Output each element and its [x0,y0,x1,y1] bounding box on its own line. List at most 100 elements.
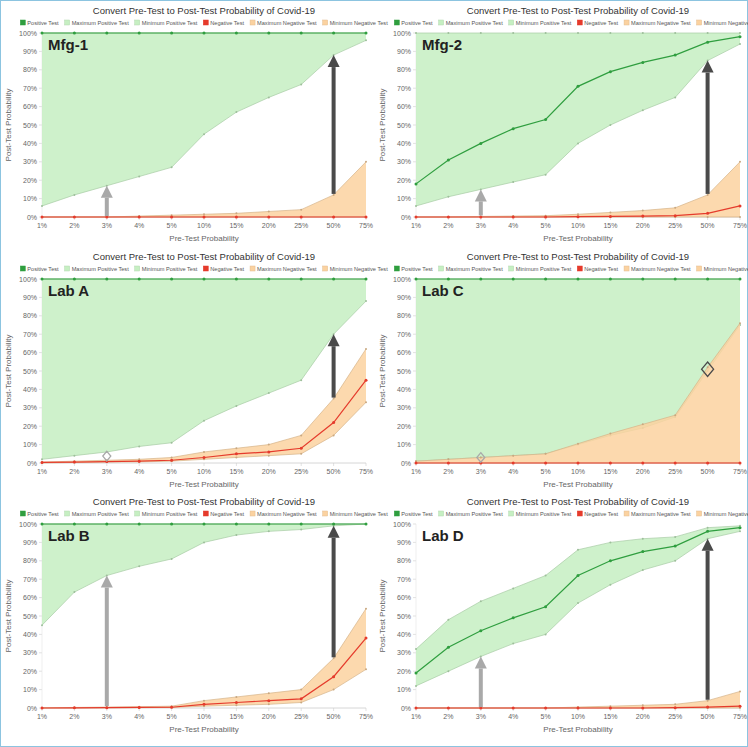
band-point [577,142,579,144]
series-point [365,523,368,526]
band-point [268,96,270,98]
band-point [235,456,237,458]
legend-entry: Minimum Negative Test [323,20,388,26]
band-point [480,707,482,709]
band-point [138,523,140,525]
band-point [609,278,611,280]
plot-area [41,278,368,465]
band-point [609,211,611,213]
band-point [415,278,417,280]
y-tick [39,371,42,372]
band-point [447,216,449,218]
x-tick [236,463,237,466]
band-point [235,704,237,706]
band-point [480,600,482,602]
chart-title: Convert Pre-Test to Post-Test Probabilit… [93,251,315,262]
x-tick-label: 15% [229,468,243,475]
band-point [41,523,43,525]
series-point [138,460,141,463]
legend-entry: Positive Test [394,511,433,517]
band-point [545,174,547,176]
band-edge [416,323,740,461]
legend-label: Positive Test [401,511,433,517]
y-tick-label: 90% [397,294,411,301]
x-tick-label: 50% [701,222,715,229]
legend-label: Negative Test [210,266,244,272]
y-tick-label: 80% [397,66,411,73]
series-point [300,523,303,526]
legend-entry: Minimum Positive Test [135,266,198,272]
x-tick-label: 15% [229,222,243,229]
band-point [545,216,547,218]
series-point [706,41,709,44]
x-tick-label: 20% [636,468,650,475]
series-point [739,705,742,708]
y-tick-label: 30% [23,649,37,656]
y-axis-label: Post-Test Probability [4,580,13,653]
y-tick-label: 100% [393,276,411,283]
y-tick-label: 20% [397,668,411,675]
band-point [642,462,644,464]
band-point [512,278,514,280]
legend-label: Minimum Negative Test [704,511,748,517]
series-point [641,462,644,465]
band-point [171,456,173,458]
band-point [674,462,676,464]
y-tick-label: 60% [23,594,37,601]
y-tick [39,334,42,335]
series-point [706,706,709,709]
legend-swatch [250,20,255,25]
chart-panel: Convert Pre-Test to Post-Test Probabilit… [378,5,748,243]
series-point [609,462,612,465]
legend-swatch [20,20,25,25]
series-point [512,278,515,281]
legend-swatch [65,511,70,516]
band-point [73,216,75,218]
arrow-head [702,61,714,73]
chart-title: Convert Pre-Test to Post-Test Probabilit… [93,5,315,16]
band-point [447,707,449,709]
y-tick-label: 60% [397,594,411,601]
band-point [707,216,709,218]
series-point [415,182,418,185]
band-point [674,207,676,209]
band-point [545,707,547,709]
band-point [333,689,335,691]
legend-entry: Minimum Positive Test [509,20,572,26]
band-point [447,216,449,218]
legend-entry: Minimum Negative Test [697,266,748,272]
series-point [73,216,76,219]
band-point [235,534,237,536]
legend-entry: Minimum Negative Test [697,511,748,517]
series-point [512,616,515,619]
series-point [332,32,335,35]
band-point [447,458,449,460]
legend: Positive TestMaximum Positive TestMinimu… [20,511,388,517]
legend-label: Minimum Positive Test [516,511,572,517]
arrow-head [328,55,340,67]
band-point [415,707,417,709]
band-edge [416,33,740,34]
series-point [138,216,141,219]
band-point [41,458,43,460]
series-point [105,278,108,281]
series-point [479,142,482,145]
band-point [300,84,302,86]
x-axis-label: Pre-Test Probability [169,480,238,489]
band-point [609,433,611,435]
y-tick [413,198,416,199]
x-tick [236,708,237,711]
series-point [300,278,303,281]
series-point [170,216,173,219]
series-point [447,707,450,710]
legend-entry: Negative Test [203,266,244,272]
legend-swatch [323,266,328,271]
legend-entry: Maximum Positive Test [65,511,130,517]
band-point [203,213,205,215]
x-tick-label: 4% [134,468,144,475]
legend-swatch [509,511,514,516]
band-point [41,278,43,280]
band-point [707,462,709,464]
band-point [415,462,417,464]
series-point [577,462,580,465]
